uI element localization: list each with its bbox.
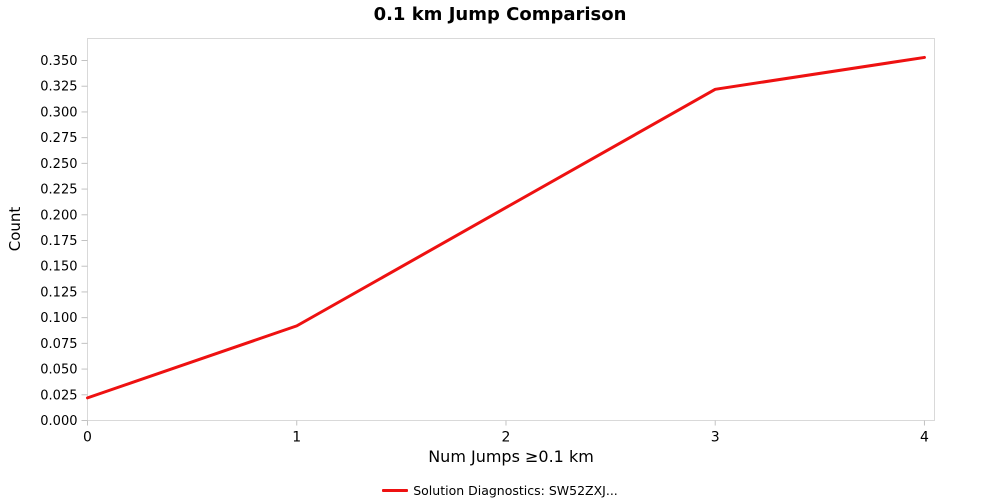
y-tick-label: 0.075 — [40, 337, 77, 352]
y-tick-label: 0.200 — [40, 208, 77, 223]
y-tick-label: 0.000 — [40, 414, 77, 429]
y-tick-label: 0.050 — [40, 363, 77, 378]
y-tick-label: 0.150 — [40, 260, 77, 275]
x-tick-label: 0 — [83, 430, 92, 446]
y-tick-label: 0.125 — [40, 285, 77, 300]
y-axis-label: Count — [6, 206, 24, 252]
x-axis-label: Num Jumps ≥0.1 km — [428, 447, 594, 466]
x-tick-label: 1 — [292, 430, 301, 446]
y-tick-label: 0.025 — [40, 388, 77, 403]
legend-item[interactable]: Solution Diagnostics: SW52ZXJ... — [382, 483, 618, 498]
y-tick-label: 0.175 — [40, 234, 77, 249]
y-tick-label: 0.250 — [40, 157, 77, 172]
y-tick-label: 0.300 — [40, 105, 77, 120]
legend: Solution Diagnostics: SW52ZXJ... — [0, 483, 1000, 498]
y-tick-label: 0.100 — [40, 311, 77, 326]
x-tick-label: 2 — [502, 430, 511, 446]
chart-title: 0.1 km Jump Comparison — [373, 4, 627, 25]
plot-frame — [87, 38, 935, 421]
y-tick-label: 0.325 — [40, 80, 77, 95]
legend-line-swatch — [382, 489, 409, 492]
y-tick-label: 0.350 — [40, 54, 77, 69]
x-tick-label: 4 — [920, 430, 929, 446]
series-line — [86, 55, 926, 400]
y-tick-label: 0.225 — [40, 183, 77, 198]
y-tick-label: 0.275 — [40, 131, 77, 146]
legend-label: Solution Diagnostics: SW52ZXJ... — [413, 483, 618, 498]
x-tick-label: 3 — [711, 430, 720, 446]
